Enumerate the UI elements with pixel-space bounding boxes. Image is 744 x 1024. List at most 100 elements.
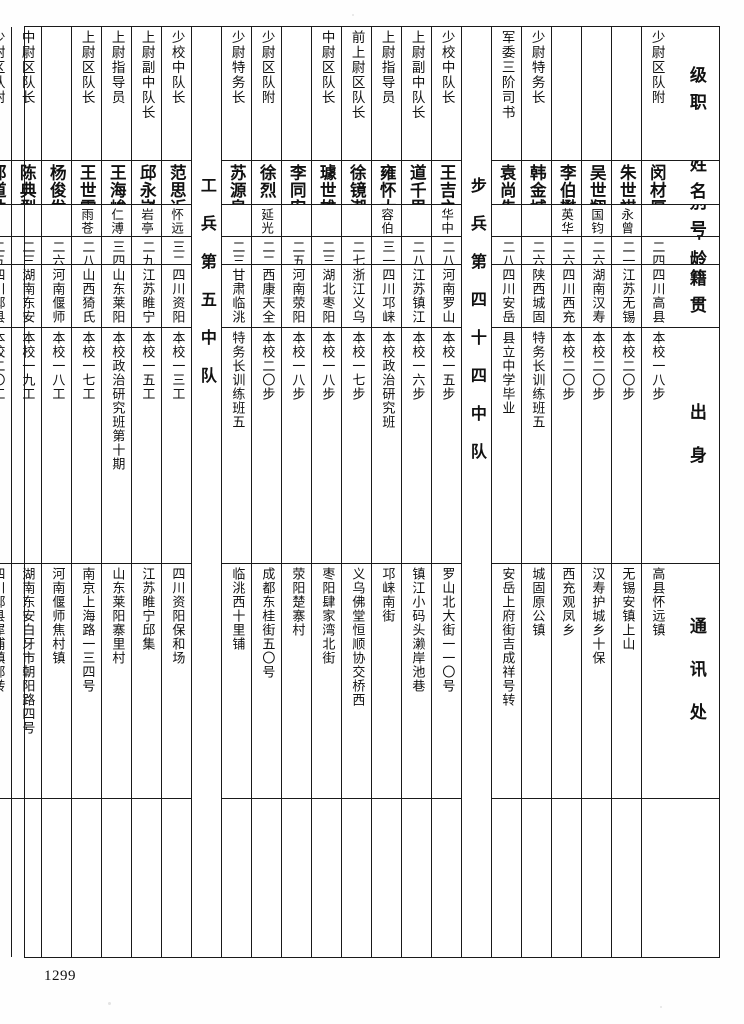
cell-text-native: 浙江义乌	[349, 267, 365, 324]
cell-text-native: 四川安岳	[499, 267, 515, 324]
cell-text-origin: 本校二〇步	[559, 331, 575, 402]
print-speck	[352, 14, 354, 16]
cell-text-contact: 罗山北大街一一〇号	[439, 566, 455, 693]
cell-age: 二三	[222, 237, 251, 265]
cell-text-native: 四川郫县	[0, 267, 5, 324]
cell-age: 三四	[102, 237, 131, 265]
cell-origin: 本校一八步	[642, 328, 671, 564]
group-spacer-cell	[192, 565, 221, 801]
cell-text-origin: 本校一五工	[139, 331, 155, 402]
cell-text-origin: 本校一六步	[409, 331, 425, 402]
cell-native: 河南罗山	[432, 265, 461, 329]
cell-name: 郭道性	[0, 161, 11, 205]
header-label-origin: 出身	[685, 402, 706, 489]
cell-tail	[42, 799, 71, 957]
group-spacer-cell	[462, 265, 491, 329]
cell-rank: 军委三阶司书	[492, 27, 521, 161]
cell-alias	[0, 205, 11, 237]
cell-text-contact: 临洮西十里铺	[229, 566, 245, 651]
cell-text-rank: 少校中队长	[438, 30, 455, 105]
roster-entry-column: 上尉区队长 王世霖 雨苍 二八 山西猗氏 本校一七工 南京上海路一三四号	[71, 27, 101, 957]
cell-text-contact: 邛崃南街	[379, 566, 395, 623]
cell-native: 江苏镇江	[402, 265, 431, 329]
cell-contact: 湖南东安白牙市朝阳路四号	[12, 564, 41, 800]
cell-text-name: 范思近	[167, 163, 187, 205]
roster-entry-column: 上尉副中队长 邱永崴 岩亭 二九 江苏睢宁 本校一五工 江苏睢宁邱集	[131, 27, 161, 957]
cell-origin: 本校一八步	[282, 328, 311, 564]
cell-text-name: 王世霖	[77, 163, 97, 205]
cell-tail	[102, 799, 131, 957]
cell-text-native: 河南罗山	[439, 267, 455, 324]
cell-contact: 河南偃师焦村镇	[42, 564, 71, 800]
cell-rank: 上尉副中队长	[132, 27, 161, 161]
cell-text-age: 二二	[259, 239, 275, 265]
cell-text-age: 二六	[559, 239, 575, 265]
cell-native: 湖南东安	[12, 265, 41, 329]
roster-entry-column: 少尉区队附 郭道性 二五 四川郫县 本校二〇工 四川郫县犀浦镇邮转	[0, 27, 11, 957]
cell-origin: 本校一八步	[312, 328, 341, 564]
cell-origin: 本校一五步	[432, 328, 461, 564]
header-cell-tail	[671, 799, 719, 957]
cell-text-contact: 山东莱阳寨里村	[109, 566, 125, 665]
print-speck	[108, 1002, 111, 1005]
cell-native: 四川安岳	[492, 265, 521, 329]
cell-origin: 本校二〇步	[612, 328, 641, 564]
print-speck	[660, 1006, 662, 1008]
cell-text-name: 韩金城	[527, 163, 547, 205]
cell-contact: 高县怀远镇	[642, 564, 671, 800]
header-label-age: 年龄	[685, 236, 706, 265]
cell-alias	[492, 205, 521, 237]
cell-origin: 本校二〇工	[0, 328, 11, 564]
roster-entry-column: 朱世祺 永曾 二一 江苏无锡 本校二〇步 无锡安镇上山	[611, 27, 641, 957]
cell-text-origin: 县立中学毕业	[499, 331, 515, 416]
cell-contact: 无锡安镇上山	[612, 564, 641, 800]
cell-text-contact: 高县怀远镇	[649, 566, 665, 637]
cell-text-name: 邱永崴	[137, 163, 157, 205]
cell-contact: 罗山北大街一一〇号	[432, 564, 461, 800]
cell-native: 山东莱阳	[102, 265, 131, 329]
cell-contact: 镇江小码头濑岸池巷	[402, 564, 431, 800]
group-spacer-cell	[462, 237, 491, 265]
cell-text-native: 江苏睢宁	[139, 267, 155, 324]
cell-text-age: 二三	[19, 239, 35, 265]
cell-text-rank: 少尉特务长	[528, 30, 545, 105]
cell-name: 王吉之	[432, 161, 461, 205]
group-spacer-cell	[462, 565, 491, 801]
cell-text-origin: 本校一三工	[169, 331, 185, 402]
cell-tail	[12, 799, 41, 957]
roster-entry-column: 上尉指导员 王海峻 仁溥 三四 山东莱阳 本校政治研究班第十期 山东莱阳寨里村	[101, 27, 131, 957]
cell-rank	[612, 27, 641, 161]
roster-table: 级职 姓名 别号 年龄 籍贯 出身 通讯处 少尉区队附 闵材厚 二四 四川高县 本校一八步 高县怀远镇朱…	[0, 26, 720, 958]
cell-name: 苏源泉	[222, 161, 251, 205]
cell-text-age: 二三	[229, 239, 245, 265]
cell-name: 徐烈	[252, 161, 281, 205]
cell-tail	[612, 799, 641, 957]
group-spacer-cell	[192, 265, 221, 329]
cell-rank: 上尉指导员	[372, 27, 401, 161]
cell-origin: 本校一六步	[402, 328, 431, 564]
column-headers: 级职 姓名 别号 年龄 籍贯 出身 通讯处	[671, 27, 719, 957]
cell-name: 陈典型	[12, 161, 41, 205]
group-spacer-cell	[192, 237, 221, 265]
cell-text-age: 二一	[619, 239, 635, 265]
cell-native: 河南荥阳	[282, 265, 311, 329]
cell-text-native: 河南荥阳	[289, 267, 305, 324]
cell-text-age: 二四	[649, 239, 665, 265]
cell-name: 吴世翔	[582, 161, 611, 205]
cell-text-name: 雍怀大	[377, 163, 397, 205]
roster-entry-column: 前上尉区队长 徐镜潮 二七 浙江义乌 本校一七步 义乌佛堂恒顺协交桥西	[341, 27, 371, 957]
cell-rank: 少校中队长	[432, 27, 461, 161]
cell-text-rank: 少尉区队附	[0, 30, 5, 105]
cell-text-name: 杨俊发	[47, 163, 67, 205]
cell-name: 范思近	[162, 161, 191, 205]
cell-text-name: 闵材厚	[647, 163, 667, 205]
cell-text-name: 王海峻	[107, 163, 127, 205]
cell-alias: 永曾	[612, 205, 641, 237]
cell-text-rank: 上尉副中队长	[138, 30, 155, 120]
roster-entry-column: 少尉特务长 苏源泉 二三 甘肃临洮 特务长训练班五 临洮西十里铺	[221, 27, 251, 957]
cell-age: 二六	[582, 237, 611, 265]
cell-rank: 前上尉区队长	[342, 27, 371, 161]
cell-text-rank: 上尉指导员	[108, 30, 125, 105]
cell-origin: 本校一九工	[12, 328, 41, 564]
